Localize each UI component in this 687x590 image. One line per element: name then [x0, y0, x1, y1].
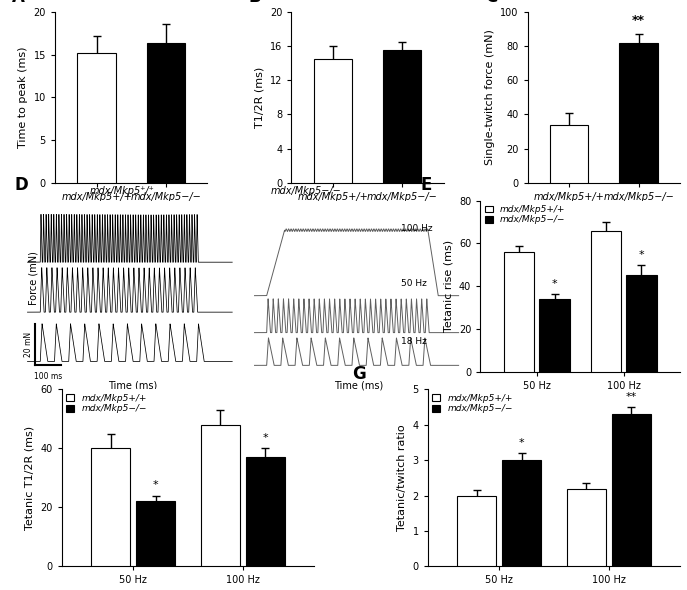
Text: mdx/Mkp5⁺/⁺: mdx/Mkp5⁺/⁺ [89, 186, 155, 196]
Text: D: D [15, 176, 29, 194]
Text: *: * [153, 480, 159, 490]
Bar [314, 59, 352, 183]
Text: *: * [639, 250, 644, 260]
Text: *: * [262, 433, 268, 443]
Text: *: * [519, 438, 524, 448]
Legend: mdx/Mkp5+/+, mdx/Mkp5−/−: mdx/Mkp5+/+, mdx/Mkp5−/− [485, 205, 565, 224]
Bar [137, 502, 175, 566]
Text: 50 Hz: 50 Hz [401, 279, 427, 288]
Y-axis label: Single-twitch force (mN): Single-twitch force (mN) [485, 30, 495, 165]
Text: 20 mN: 20 mN [23, 332, 32, 357]
Text: G: G [352, 365, 365, 383]
Text: 18 Hz: 18 Hz [401, 337, 427, 346]
Bar [458, 496, 496, 566]
Bar [91, 448, 130, 566]
Y-axis label: Tetanic rise (ms): Tetanic rise (ms) [443, 240, 453, 332]
Bar [78, 53, 115, 183]
Text: **: ** [626, 392, 637, 402]
Text: mdx/Mkp5−/−: mdx/Mkp5−/− [271, 186, 341, 196]
Bar [504, 252, 534, 372]
Text: Time (ms): Time (ms) [108, 381, 157, 391]
Y-axis label: T1/2R (ms): T1/2R (ms) [254, 67, 264, 128]
Text: E: E [420, 176, 431, 194]
Text: 100 ms: 100 ms [34, 372, 62, 381]
Bar [246, 457, 284, 566]
Y-axis label: Tetanic T1/2R (ms): Tetanic T1/2R (ms) [25, 426, 35, 530]
Bar [383, 50, 421, 183]
Y-axis label: Tetanic/twitch ratio: Tetanic/twitch ratio [397, 425, 407, 531]
Y-axis label: Time to peak (ms): Time to peak (ms) [18, 47, 28, 148]
Legend: mdx/Mkp5+/+, mdx/Mkp5−/−: mdx/Mkp5+/+, mdx/Mkp5−/− [67, 394, 147, 413]
Bar [620, 42, 657, 183]
Bar [502, 460, 541, 566]
Bar [539, 299, 570, 372]
Bar [612, 414, 651, 566]
Text: **: ** [632, 14, 645, 27]
Bar [201, 425, 240, 566]
Text: Time (ms): Time (ms) [334, 381, 383, 391]
Bar [627, 276, 657, 372]
Bar [591, 231, 621, 372]
Bar [567, 489, 605, 566]
Bar [147, 42, 185, 183]
Text: B: B [249, 0, 261, 5]
Bar [550, 124, 588, 183]
Text: Force (mN): Force (mN) [29, 251, 38, 304]
Text: 100 Hz: 100 Hz [401, 224, 432, 234]
Legend: mdx/Mkp5+/+, mdx/Mkp5−/−: mdx/Mkp5+/+, mdx/Mkp5−/− [432, 394, 513, 413]
Text: A: A [12, 0, 25, 5]
Text: *: * [552, 278, 557, 289]
Text: C: C [485, 0, 497, 5]
